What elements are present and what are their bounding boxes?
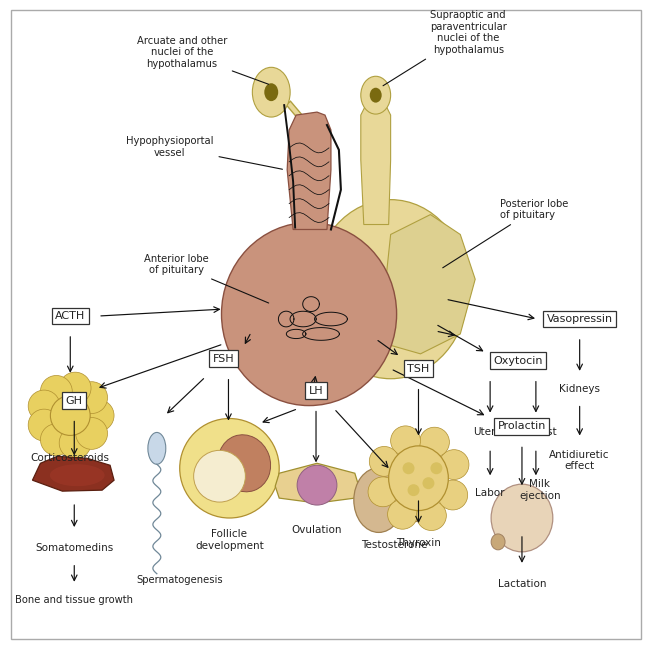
Ellipse shape [218, 435, 270, 492]
Circle shape [194, 450, 246, 502]
Text: Lactation: Lactation [498, 579, 546, 589]
Ellipse shape [419, 427, 449, 457]
Ellipse shape [438, 480, 468, 510]
Ellipse shape [28, 390, 60, 422]
Text: Hypophysioportal
vessel: Hypophysioportal vessel [126, 136, 283, 169]
Ellipse shape [389, 468, 432, 522]
Ellipse shape [265, 83, 278, 101]
Polygon shape [32, 456, 114, 491]
Text: TSH: TSH [408, 364, 430, 374]
Ellipse shape [417, 500, 447, 530]
Text: Labor: Labor [475, 488, 505, 498]
Polygon shape [361, 105, 391, 225]
Ellipse shape [28, 409, 60, 441]
Ellipse shape [408, 484, 419, 496]
Ellipse shape [402, 462, 415, 474]
Text: Bone and tissue growth: Bone and tissue growth [15, 594, 133, 605]
Ellipse shape [148, 432, 166, 464]
Ellipse shape [370, 88, 382, 103]
Ellipse shape [491, 484, 552, 552]
Ellipse shape [368, 477, 398, 507]
Circle shape [179, 419, 280, 518]
Ellipse shape [59, 427, 91, 459]
Text: FSH: FSH [213, 354, 234, 364]
Text: Thyroxin: Thyroxin [396, 538, 441, 548]
Ellipse shape [51, 396, 90, 435]
Ellipse shape [387, 499, 417, 529]
Ellipse shape [369, 447, 399, 476]
Ellipse shape [313, 200, 468, 379]
Polygon shape [381, 215, 475, 354]
Ellipse shape [391, 426, 421, 456]
Text: Follicle
development: Follicle development [195, 529, 264, 551]
Text: Ovulation: Ovulation [292, 525, 343, 535]
Ellipse shape [422, 477, 434, 489]
Text: Anterior lobe
of pituitary: Anterior lobe of pituitary [144, 254, 268, 303]
Ellipse shape [40, 376, 72, 408]
Ellipse shape [40, 424, 72, 456]
Ellipse shape [354, 468, 404, 532]
Ellipse shape [361, 77, 391, 114]
Ellipse shape [59, 372, 91, 404]
Ellipse shape [222, 223, 396, 406]
Text: Somatomedins: Somatomedins [35, 543, 113, 553]
Text: Vasopressin: Vasopressin [547, 314, 613, 324]
Text: Oxytocin: Oxytocin [493, 356, 543, 366]
Ellipse shape [439, 450, 469, 480]
Text: Prolactin: Prolactin [498, 421, 546, 432]
Polygon shape [275, 463, 359, 503]
Ellipse shape [50, 464, 105, 486]
Text: Spermatogenesis: Spermatogenesis [136, 574, 223, 585]
Text: Breast: Breast [523, 428, 556, 437]
Text: GH: GH [66, 396, 83, 406]
Ellipse shape [75, 382, 107, 413]
Polygon shape [287, 112, 331, 230]
Ellipse shape [75, 417, 107, 449]
Text: Milk
ejection: Milk ejection [519, 480, 561, 501]
Circle shape [297, 465, 337, 505]
Ellipse shape [491, 534, 505, 550]
Ellipse shape [389, 446, 448, 511]
Text: Corticosteroids: Corticosteroids [31, 453, 110, 463]
Text: LH: LH [309, 386, 323, 396]
Ellipse shape [430, 462, 443, 474]
Ellipse shape [82, 400, 114, 432]
Text: Testosterone: Testosterone [361, 540, 428, 550]
Text: Posterior lobe
of pituitary: Posterior lobe of pituitary [443, 199, 569, 268]
Text: Antidiuretic
effect: Antidiuretic effect [549, 450, 610, 471]
Text: ACTH: ACTH [55, 311, 85, 321]
Text: Uterus: Uterus [473, 428, 508, 437]
Text: Kidneys: Kidneys [559, 384, 600, 394]
Text: Supraoptic and
paraventricular
nuclei of the
hypothalamus: Supraoptic and paraventricular nuclei of… [383, 10, 506, 86]
Text: Arcuate and other
nuclei of the
hypothalamus: Arcuate and other nuclei of the hypothal… [136, 36, 268, 84]
Ellipse shape [252, 67, 290, 117]
